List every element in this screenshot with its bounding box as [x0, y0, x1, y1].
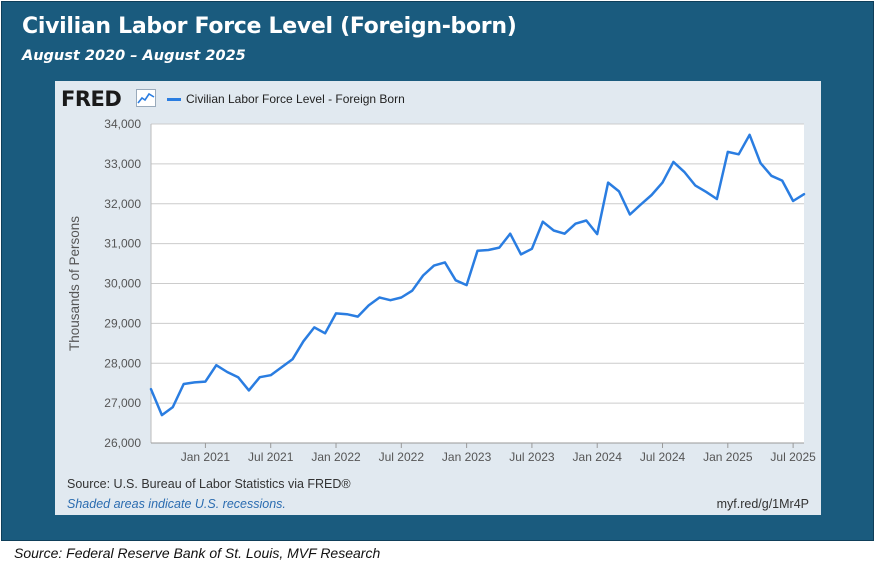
y-tick-label: 33,000 — [104, 157, 141, 171]
chart-subtitle: August 2020 – August 2025 — [22, 48, 246, 64]
fred-source: Source: U.S. Bureau of Labor Statistics … — [67, 477, 351, 491]
x-tick-label: Jul 2023 — [509, 450, 555, 464]
chart-frame: Civilian Labor Force Level (Foreign-born… — [1, 1, 874, 541]
line-chart: 26,000 27,000 28,000 29,000 30,000 31,000 32,0… — [67, 117, 816, 464]
recession-note: Shaded areas indicate U.S. recessions. — [67, 497, 286, 511]
x-tick-label: Jul 2025 — [770, 450, 816, 464]
x-tick-label: Jul 2022 — [379, 450, 425, 464]
fred-graph-panel: FRED Civilian Labor Force Level - Foreig… — [55, 81, 821, 515]
chart-legend: Civilian Labor Force Level - Foreign Bor… — [167, 92, 405, 106]
x-tick-label: Jan 2021 — [181, 450, 231, 464]
x-tick-label: Jul 2021 — [248, 450, 294, 464]
y-tick-label: 31,000 — [104, 237, 141, 251]
chart-title: Civilian Labor Force Level (Foreign-born… — [22, 14, 517, 39]
x-tick-label: Jan 2024 — [573, 450, 623, 464]
y-tick-label: 26,000 — [104, 436, 141, 450]
short-link[interactable]: myf.red/g/1Mr4P — [716, 497, 809, 511]
x-tick-label: Jan 2023 — [442, 450, 492, 464]
x-tick-label: Jan 2025 — [703, 450, 753, 464]
y-tick-label: 34,000 — [104, 117, 141, 131]
fred-logo: FRED — [61, 87, 122, 111]
y-axis-label: Thousands of Persons — [67, 216, 82, 351]
x-tick-label: Jan 2022 — [311, 450, 361, 464]
y-tick-label: 27,000 — [104, 396, 141, 410]
y-tick-label: 32,000 — [104, 197, 141, 211]
y-tick-label: 28,000 — [104, 356, 141, 370]
y-tick-label: 29,000 — [104, 316, 141, 330]
legend-swatch — [167, 97, 181, 101]
line-chart-icon — [136, 89, 156, 107]
y-tick-label: 30,000 — [104, 277, 141, 291]
legend-label: Civilian Labor Force Level - Foreign Bor… — [186, 92, 405, 106]
x-tick-label: Jul 2024 — [640, 450, 686, 464]
footer-source: Source: Federal Reserve Bank of St. Loui… — [14, 545, 381, 561]
